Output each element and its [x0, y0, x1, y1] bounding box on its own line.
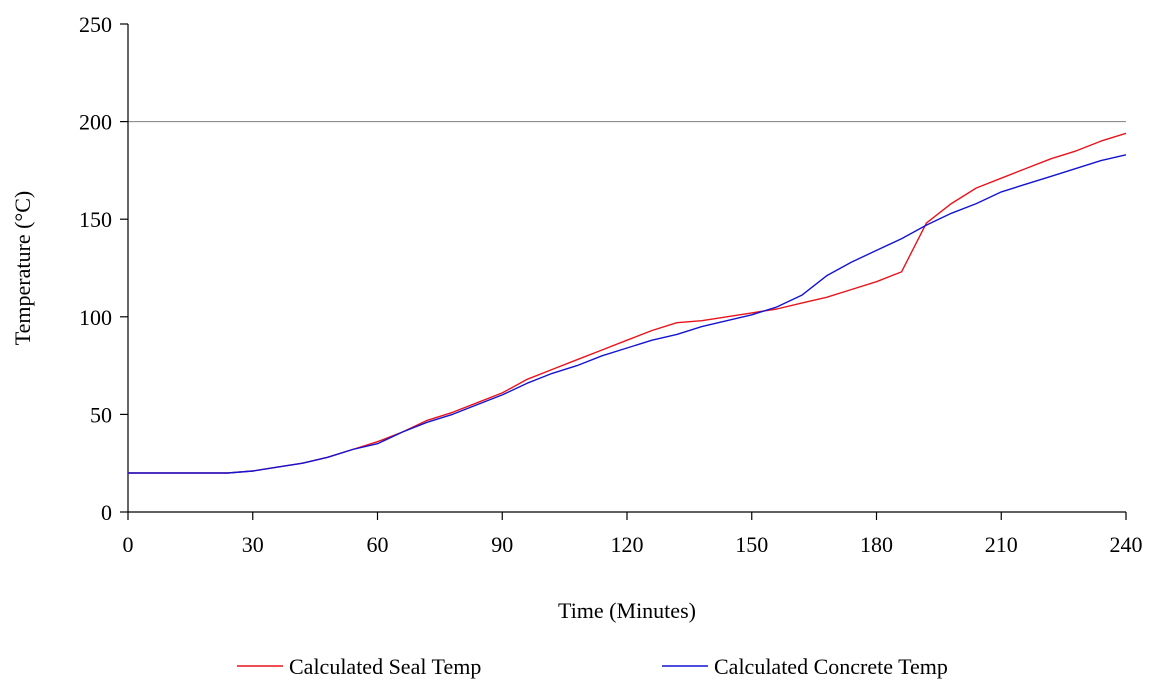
y-tick-label: 150: [79, 207, 112, 232]
x-tick-label: 180: [860, 532, 893, 557]
series-layer: [128, 132, 1127, 474]
tick-labels: 0 50 100 150 200 250 0 30 60 90 120 150 180 210 240: [79, 12, 1143, 557]
y-axis-title: Temperature (°C): [10, 191, 35, 345]
y-tick-label: 0: [101, 500, 112, 525]
x-tick-label: 60: [367, 532, 389, 557]
series-line-seal-temp: [128, 132, 1127, 474]
x-axis-title: Time (Minutes): [558, 598, 696, 623]
legend: Calculated Seal Temp Calculated Concrete …: [237, 654, 948, 679]
series-line-concrete-temp: [128, 154, 1127, 474]
x-tick-label: 240: [1110, 532, 1143, 557]
x-tick-label: 120: [611, 532, 644, 557]
axes: [120, 23, 1127, 520]
x-tick-label: 0: [123, 532, 134, 557]
y-tick-label: 200: [79, 110, 112, 135]
legend-label-seal-temp: Calculated Seal Temp: [289, 654, 481, 679]
y-tick-label: 50: [90, 402, 112, 427]
y-tick-label: 100: [79, 305, 112, 330]
x-tick-label: 30: [242, 532, 264, 557]
y-tick-label: 250: [79, 12, 112, 37]
x-tick-label: 150: [735, 532, 768, 557]
x-tick-label: 210: [985, 532, 1018, 557]
x-tick-label: 90: [491, 532, 513, 557]
legend-label-concrete-temp: Calculated Concrete Temp: [714, 654, 948, 679]
